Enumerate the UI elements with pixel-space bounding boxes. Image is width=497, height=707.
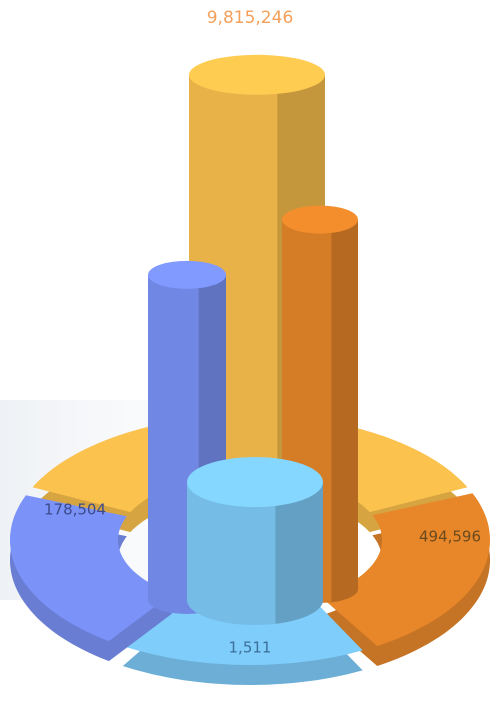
column-shade: [275, 482, 323, 624]
columns: [148, 54, 358, 625]
column-top: [282, 205, 358, 234]
column-top: [187, 457, 323, 508]
value-label: 494,596: [419, 528, 481, 546]
column-shade: [331, 219, 358, 603]
value-label: 178,504: [44, 501, 106, 519]
column-top: [148, 260, 226, 289]
value-label: 9,815,246: [207, 8, 294, 28]
ring-segment: [319, 493, 490, 646]
column-top: [189, 54, 325, 95]
value-label: 1,511: [229, 639, 272, 657]
ring-segment: [10, 495, 173, 642]
labels: 9,815,246 494,596 1,511 178,504: [44, 8, 481, 657]
